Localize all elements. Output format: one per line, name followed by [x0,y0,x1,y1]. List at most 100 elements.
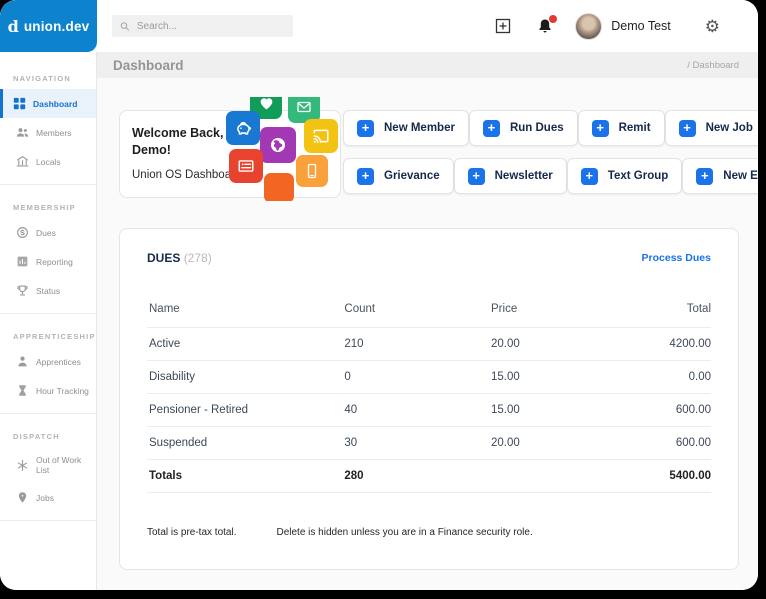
page-title: Dashboard [113,57,184,73]
grievance-button[interactable]: + Grievance [343,158,454,194]
column-header-name: Name [149,303,180,315]
note-pretax: Total is pre-tax total. [147,527,237,538]
text-group-button[interactable]: + Text Group [566,158,683,194]
logo-glyph: d [7,16,19,36]
sidebar-section-navigation: NAVIGATION [13,74,71,83]
plus-icon: + [467,167,485,185]
sidebar-divider [0,313,96,314]
gear-icon[interactable]: ⚙ [704,16,720,36]
column-header-count: Count [344,303,376,315]
logo-text: union.dev [23,18,90,34]
sidebar-divider [0,413,96,414]
main-area: Dashboard / Dashboard Welcome Back, Demo… [97,52,758,590]
topbar: d union.dev Demo Test ⚙ [0,0,758,52]
run-dues-button[interactable]: + Run Dues [468,110,578,146]
plus-icon: + [357,167,374,185]
column-header-total: Total [686,303,711,315]
remit-button[interactable]: + Remit [577,110,665,146]
newsletter-button[interactable]: + Newsletter [453,158,567,194]
sidebar-item-label: Reporting [36,256,73,267]
locals-building-icon [16,155,29,168]
dues-notes: Total is pre-tax total. Delete is hidden… [147,527,711,538]
sidebar-item-label: Dashboard [33,98,78,109]
sidebar-item-label: Locals [36,156,61,167]
search-icon [120,21,130,31]
sidebar-item-dashboard[interactable]: Dashboard [0,89,96,118]
welcome-subtitle: Union OS Dashboard [132,168,242,181]
hourglass-icon [16,384,29,397]
sidebar-section-membership: MEMBERSHIP [13,203,76,212]
new-event-button[interactable]: +New Event [682,158,758,194]
sidebar: NAVIGATION Dashboard Members Locals [0,52,97,590]
sidebar-item-status[interactable]: Status [0,276,96,305]
logo[interactable]: d union.dev [0,0,97,52]
plus-icon: + [591,119,609,137]
sidebar-item-hour-tracking[interactable]: Hour Tracking [0,376,96,405]
plus-icon: + [580,167,598,185]
sidebar-item-locals[interactable]: Locals [0,147,96,176]
status-trophy-icon [16,284,29,297]
sidebar-divider [0,520,96,521]
add-window-icon [496,18,511,34]
search-input[interactable] [136,20,285,32]
totals-row: Totals 280 5400.00 [147,459,711,493]
heart-icon [250,97,282,119]
plus-icon: + [482,119,500,137]
note-delete-hidden: Delete is hidden unless you are in a Fin… [276,527,533,538]
bell-icon [539,19,551,33]
dues-card: DUES (278) Process Dues Name Count Price… [119,228,739,570]
sidebar-item-apprentices[interactable]: Apprentices [0,347,96,376]
column-header-price: Price [491,303,518,315]
sidebar-item-label: Out of Work List [36,455,82,475]
table-row: Pensioner - Retired 40 15.00 600.00 [147,393,711,427]
dues-table: Name Count Price Total Active 210 20.00 [147,293,711,493]
sidebar-divider [0,184,96,185]
new-member-button[interactable]: + New Member [343,110,469,146]
out-of-work-icon [16,459,29,472]
plus-icon: + [357,119,374,137]
new-job-button[interactable]: + New Job [664,110,758,146]
add-window-button[interactable] [495,18,511,34]
topbar-right: Demo Test ⚙ [495,12,758,40]
envelope-icon [288,97,320,123]
welcome-title: Welcome Back, Demo! [132,126,224,157]
quick-actions: + New Member + Run Dues + Remit + New Job + G… [343,110,758,194]
sidebar-item-jobs[interactable]: Jobs [0,483,96,512]
dashboard-grid-icon [13,97,26,110]
sidebar-item-out-of-work-list[interactable]: Out of Work List [0,447,96,483]
table-row: Suspended 30 20.00 600.00 [147,426,711,460]
sidebar-item-label: Status [36,285,61,296]
notification-badge [549,15,558,23]
sidebar-item-members[interactable]: Members [0,118,96,147]
sidebar-item-label: Members [36,127,72,138]
reporting-icon [16,255,29,268]
process-dues-link[interactable]: Process Dues [641,252,711,264]
content: Welcome Back, Demo! Union OS Dashboard [97,78,758,590]
dues-coin-icon [16,226,29,239]
search-box[interactable] [112,15,293,37]
members-icon [16,126,29,139]
page-header-bar: Dashboard / Dashboard [97,52,758,78]
avatar[interactable] [575,12,603,40]
sidebar-section-apprenticeship: APPRENTICESHIP [13,332,96,341]
dues-count: (278) [183,251,212,265]
sidebar-item-label: Apprentices [36,356,81,367]
plus-icon: + [678,119,696,137]
dues-title: DUES (278) [147,251,212,265]
app-window: d union.dev Demo Test ⚙ NAVIGATION [0,0,758,590]
sidebar-item-label: Jobs [36,492,54,503]
sidebar-item-dues[interactable]: Dues [0,218,96,247]
welcome-card: Welcome Back, Demo! Union OS Dashboard [119,97,341,201]
plus-icon: + [696,167,714,185]
breadcrumb: / Dashboard [687,59,739,71]
sidebar-item-label: Hour Tracking [36,385,89,396]
table-row: Active 210 20.00 4200.00 [147,327,711,361]
sidebar-section-dispatch: DISPATCH [13,432,60,441]
user-name[interactable]: Demo Test [611,19,671,33]
table-row: Disability 0 15.00 0.00 [147,360,711,394]
notifications-button[interactable] [537,15,558,34]
jobs-pin-icon [16,491,29,504]
table-header-row: Name Count Price Total [147,293,711,328]
sidebar-item-reporting[interactable]: Reporting [0,247,96,276]
sidebar-item-label: Dues [36,227,56,238]
